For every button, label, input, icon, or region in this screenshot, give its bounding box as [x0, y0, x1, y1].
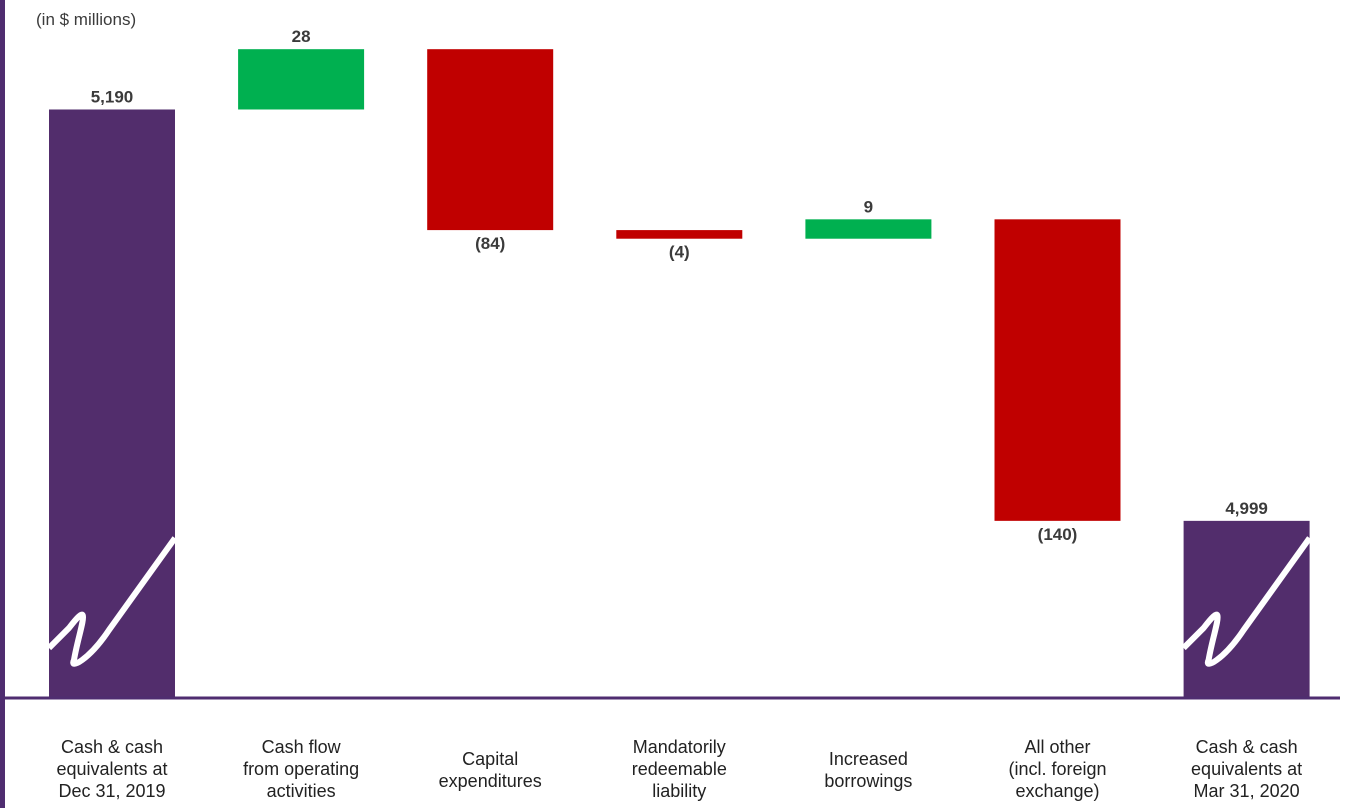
- data-label-3: (84): [475, 234, 505, 253]
- category-label-3-line-1: Capital: [462, 749, 518, 769]
- category-label-4-line-3: liability: [652, 781, 706, 801]
- category-label-3-line-2: expenditures: [439, 771, 542, 791]
- axis-break-mark-7: [1181, 536, 1313, 667]
- bar-6: [994, 219, 1121, 521]
- category-label-6-line-2: (incl. foreign: [1008, 759, 1106, 779]
- category-label-7-line-1: Cash & cash: [1196, 737, 1298, 757]
- axis-break-mark-1: [46, 536, 178, 667]
- left-border: [0, 0, 5, 808]
- category-label-7-line-2: equivalents at: [1191, 759, 1302, 779]
- category-label-2-line-3: activities: [267, 781, 336, 801]
- bar-4: [616, 230, 743, 239]
- category-label-2-line-2: from operating: [243, 759, 359, 779]
- category-label-2-line-1: Cash flow: [262, 737, 342, 757]
- category-label-6-line-1: All other: [1024, 737, 1090, 757]
- data-label-6: (140): [1038, 525, 1078, 544]
- unit-note: (in $ millions): [36, 10, 137, 29]
- category-label-5-line-1: Increased: [829, 749, 908, 769]
- category-label-1-line-2: equivalents at: [56, 759, 167, 779]
- bar-7: [1183, 520, 1310, 698]
- category-label-4-line-1: Mandatorily: [633, 737, 726, 757]
- bar-2: [238, 49, 365, 110]
- data-label-1: 5,190: [91, 87, 134, 106]
- bar-1: [49, 109, 175, 699]
- category-label-1-line-3: Dec 31, 2019: [58, 781, 165, 801]
- data-label-7: 4,999: [1225, 499, 1268, 518]
- category-label-5-line-2: borrowings: [824, 771, 912, 791]
- category-label-6-line-3: exchange): [1015, 781, 1099, 801]
- category-label-1-line-1: Cash & cash: [61, 737, 163, 757]
- category-label-7-line-3: Mar 31, 2020: [1194, 781, 1300, 801]
- data-label-2: 28: [292, 27, 311, 46]
- data-label-4: (4): [669, 243, 690, 262]
- bar-5: [805, 219, 932, 239]
- category-label-4-line-2: redeemable: [632, 759, 727, 779]
- bar-3: [427, 49, 554, 231]
- data-label-5: 9: [864, 197, 873, 216]
